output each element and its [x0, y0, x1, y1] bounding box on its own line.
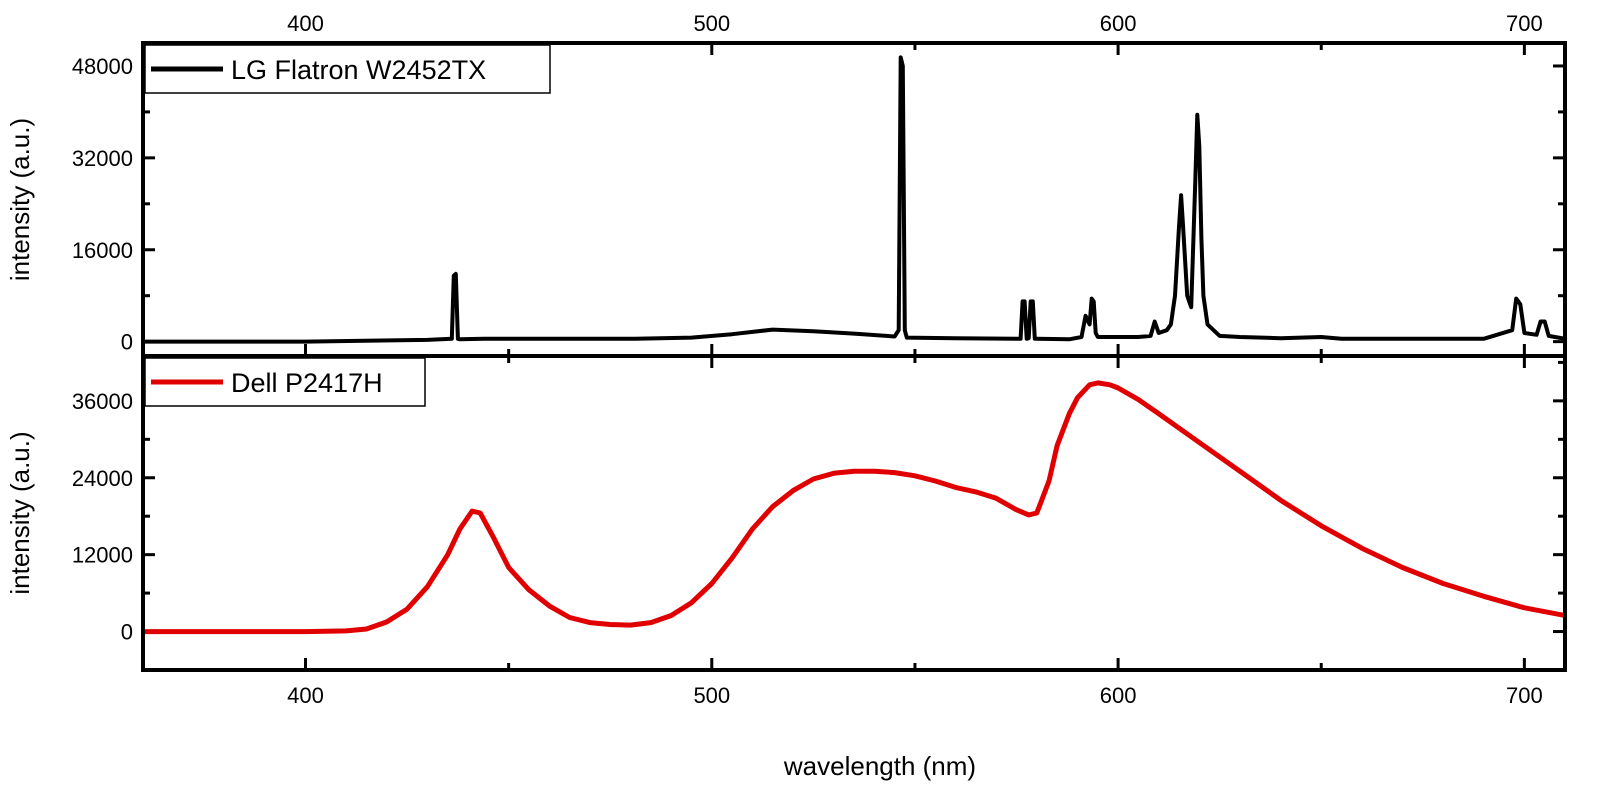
series-line-dell-p2417h: [145, 380, 1563, 635]
x-tick-label-bottom: 500: [693, 683, 730, 708]
legend: LG Flatron W2452TX: [144, 44, 551, 94]
y-tick-label: 48000: [72, 54, 133, 79]
y-tick-label: 12000: [72, 543, 133, 568]
y-tick-label: 32000: [72, 146, 133, 171]
x-tick-label-top: 500: [693, 11, 730, 36]
panel-bottom: 400 500 600 700 0 12000 24000 36000 intensity (a…: [5, 354, 1567, 708]
legend: Dell P2417H: [144, 357, 426, 407]
x-tick-label-top: 400: [287, 11, 324, 36]
series-line-lg-flatron-w2452tx: [145, 55, 1563, 344]
panel-top: 400 500 600 700 0 16000 32000 48000 intensity (a…: [5, 11, 1567, 358]
y-tick-label: 24000: [72, 466, 133, 491]
y-tick-label: 36000: [72, 389, 133, 414]
y-tick-label: 0: [121, 330, 133, 355]
x-tick-label-bottom: 700: [1506, 683, 1543, 708]
y-tick-label: 0: [121, 620, 133, 645]
plot-frame: [141, 354, 1567, 672]
y-tick-label: 16000: [72, 238, 133, 263]
y-axis-title: intensity (a.u.): [5, 118, 35, 281]
x-tick-label-bottom: 600: [1100, 683, 1137, 708]
x-tick-label-top: 600: [1100, 11, 1137, 36]
legend-label: LG Flatron W2452TX: [231, 55, 486, 85]
legend-label: Dell P2417H: [231, 368, 383, 398]
x-tick-label-top: 700: [1506, 11, 1543, 36]
x-axis-title: wavelength (nm): [783, 751, 976, 781]
x-tick-label-bottom: 400: [287, 683, 324, 708]
y-axis-title: intensity (a.u.): [5, 431, 35, 594]
